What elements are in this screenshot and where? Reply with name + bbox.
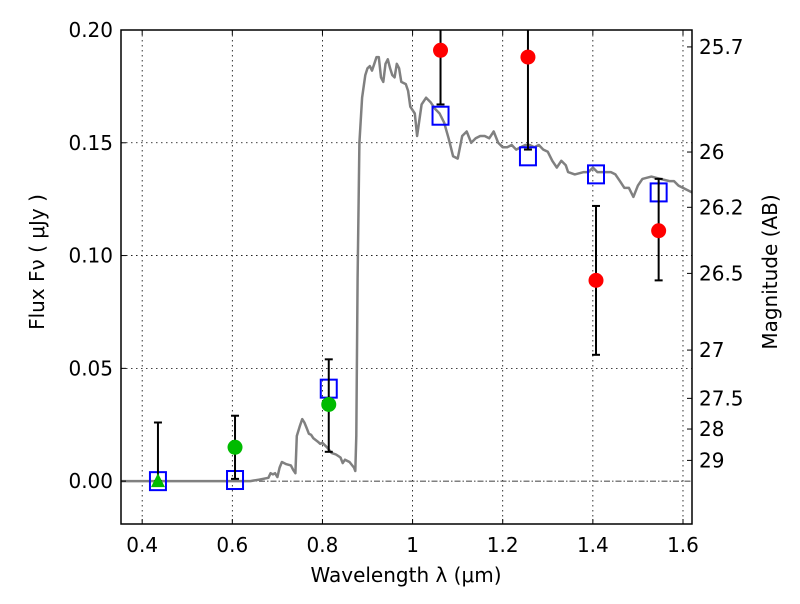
y-axis-title: Flux Fν ( μJy )	[25, 194, 49, 330]
detections-point	[651, 223, 667, 239]
model-photometry-square	[431, 105, 450, 126]
y2-axis: 25.7 26 26.2 26.5 27 27.5 28 29	[687, 35, 744, 472]
x-axis-title: Wavelength λ (μm)	[310, 563, 501, 587]
y2-tick-label: 25.7	[699, 35, 744, 59]
detections-point	[520, 49, 536, 65]
x-tick-label: 1	[406, 533, 419, 557]
y2-tick-label: 26	[699, 140, 724, 164]
plot-frame	[120, 29, 693, 525]
x-tick-label: 1.2	[487, 533, 519, 557]
x-axis: 0.4 0.6 0.8 1 1.2 1.4 1.6	[126, 30, 699, 557]
detections-point	[433, 42, 449, 58]
y2-tick-label: 27	[699, 338, 724, 362]
x-tick-label: 0.4	[126, 533, 158, 557]
y-axis: 0.00 0.05 0.10 0.15 0.20	[68, 18, 126, 493]
y-tick-label: 0.20	[68, 18, 113, 42]
y2-tick-label: 26.5	[699, 261, 744, 285]
low-significance-point	[321, 396, 337, 412]
y2-tick-label: 28	[699, 417, 724, 441]
x-tick-label: 0.8	[307, 533, 339, 557]
y2-tick-label: 26.2	[699, 195, 744, 219]
low-significance-point	[227, 439, 243, 455]
model-photometry-square	[587, 164, 606, 185]
y-tick-label: 0.05	[68, 356, 113, 380]
x-tick-label: 0.6	[216, 533, 248, 557]
upper-limit-triangle	[150, 473, 165, 488]
y-tick-label: 0.00	[68, 469, 113, 493]
y-tick-label: 0.15	[68, 131, 113, 155]
y-tick-label: 0.10	[68, 244, 113, 268]
detections-point	[588, 272, 604, 288]
y2-tick-label: 27.5	[699, 386, 744, 410]
plot-area	[121, 30, 692, 492]
model-spectrum-line	[121, 55, 692, 483]
x-tick-label: 1.6	[667, 533, 699, 557]
x-tick-label: 1.4	[577, 533, 609, 557]
y2-tick-label: 29	[699, 448, 724, 472]
y2-axis-title: Magnitude (AB)	[758, 194, 782, 349]
